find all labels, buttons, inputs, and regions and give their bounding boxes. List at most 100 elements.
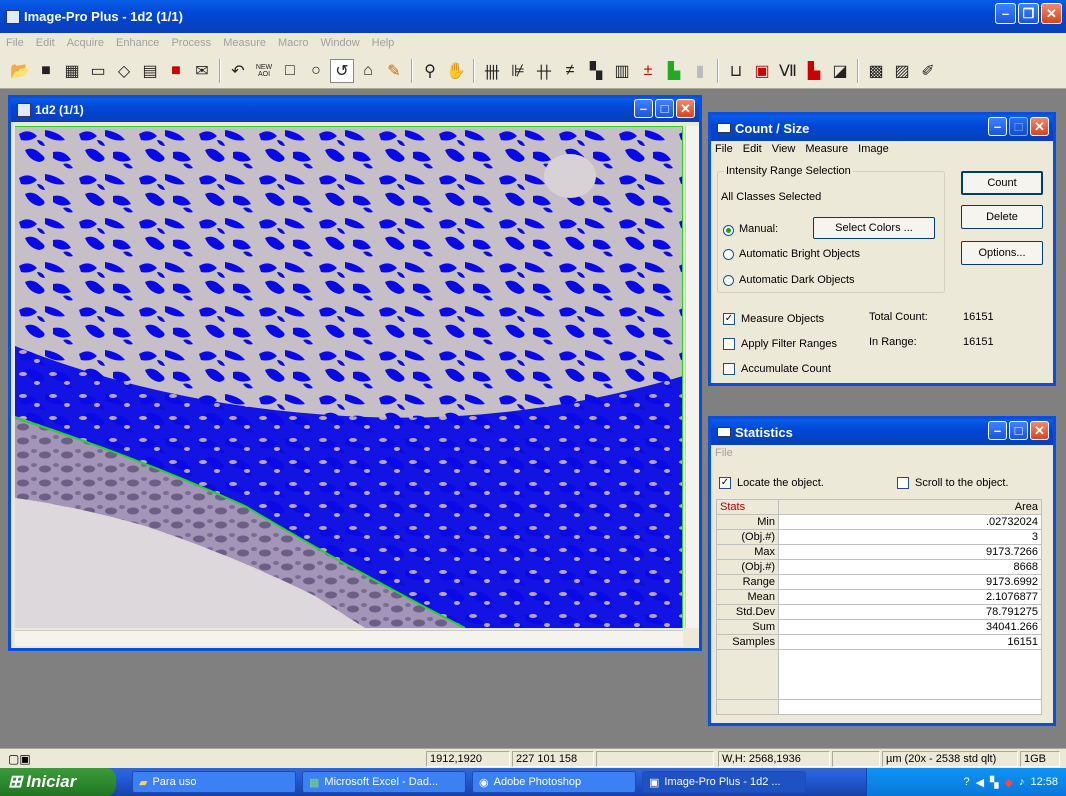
statistics-title-bar[interactable]: Statistics – □ ✕ (711, 419, 1053, 445)
scroll-object-checkbox[interactable] (897, 477, 909, 489)
count-size-menu-edit[interactable]: Edit (742, 143, 762, 155)
bars-icon[interactable]: ▮ (695, 62, 705, 80)
options-button[interactable]: Options... (961, 241, 1043, 265)
stats-column-header[interactable]: Stats (716, 499, 779, 515)
statistics-close-button[interactable]: ✕ (1030, 421, 1049, 440)
book-icon[interactable]: ■ (171, 61, 181, 79)
clock[interactable]: 12:58 (1030, 776, 1058, 788)
pencil-icon[interactable]: ✎ (387, 62, 401, 80)
manual-radio[interactable] (723, 225, 734, 236)
status-view-icons[interactable]: ▢▣ (8, 752, 31, 766)
image-window[interactable]: 1d2 (1/1) – □ ✕ (8, 95, 702, 651)
auto-bright-radio[interactable] (723, 249, 734, 260)
auto-dark-radio[interactable] (723, 275, 734, 286)
statistics-maximize-button[interactable]: □ (1009, 421, 1028, 440)
align-icon[interactable]: ≠ (565, 61, 575, 79)
app-title-bar[interactable]: Image-Pro Plus - 1d2 (1/1) – ❐ ✕ (0, 0, 1066, 33)
task-excel[interactable]: ▦ Microsoft Excel - Dad... (302, 771, 466, 793)
statistics-dialog[interactable]: Statistics – □ ✕ File ✓ Locate the objec… (708, 416, 1056, 726)
rectangle-aoi-icon[interactable]: □ (285, 61, 295, 79)
volume-tray-icon[interactable]: ♪ (1018, 776, 1025, 788)
image-maximize-button[interactable]: □ (655, 99, 674, 118)
count-size-menu-image[interactable]: Image (858, 143, 889, 155)
count-size-maximize-button[interactable]: □ (1009, 117, 1028, 136)
statistics-table[interactable]: Stats Area Min .02732024 (Obj.#) 3 Max 9173… (716, 499, 1042, 715)
undo-icon[interactable]: ↶ (231, 62, 245, 80)
micrograph-canvas[interactable] (15, 126, 683, 628)
graph-icon[interactable]: ▙ (807, 62, 821, 80)
menu-acquire[interactable]: Acquire (66, 37, 104, 49)
table-row[interactable]: Max 9173.7266 (716, 544, 1042, 560)
accumulate-count-checkbox[interactable] (723, 363, 735, 375)
save-icon[interactable]: ■ (41, 61, 51, 79)
count-size-close-button[interactable]: ✕ (1030, 117, 1049, 136)
menu-macro[interactable]: Macro (277, 37, 309, 49)
bitmap-icon[interactable]: 卄 (535, 64, 552, 82)
menu-window[interactable]: Window (320, 37, 360, 49)
image-minimize-button[interactable]: – (634, 99, 653, 118)
minimize-button[interactable]: – (995, 3, 1016, 24)
menu-enhance[interactable]: Enhance (116, 37, 160, 49)
count-size-menu-view[interactable]: View (771, 143, 796, 155)
edit-macro-icon[interactable]: ▨ (894, 62, 910, 80)
profile-icon[interactable]: ⊯ (511, 62, 525, 80)
menu-edit[interactable]: Edit (35, 37, 55, 49)
red-chart-icon[interactable]: Ⅶ (779, 62, 797, 80)
menu-file[interactable]: File (6, 37, 24, 49)
menu-measure[interactable]: Measure (223, 37, 266, 49)
count-size-minimize-button[interactable]: – (988, 117, 1007, 136)
open-icon[interactable]: 📂 (10, 62, 30, 80)
security-tray-icon[interactable]: ◆ (1004, 776, 1013, 789)
count-button[interactable]: Count (961, 171, 1043, 195)
task-photoshop[interactable]: ◉ Adobe Photoshop (472, 771, 636, 793)
task-para-uso[interactable]: ▰ Para uso (132, 771, 296, 793)
printer-icon[interactable]: ▤ (142, 62, 158, 80)
statistics-minimize-button[interactable]: – (988, 421, 1007, 440)
zoom-icon[interactable]: ⚲ (424, 62, 436, 80)
image-window-title-bar[interactable]: 1d2 (1/1) – □ ✕ (11, 98, 699, 122)
calibration-icon[interactable]: ± (643, 61, 653, 79)
ellipse-aoi-icon[interactable]: ○ (311, 61, 321, 79)
macro-icon[interactable]: ▩ (868, 62, 884, 80)
envelope-icon[interactable]: ✉ (195, 62, 209, 80)
irregular-aoi-icon[interactable]: ↺ (330, 58, 354, 83)
table-row[interactable]: Min .02732024 (716, 514, 1042, 530)
colors-icon[interactable]: ▙ (667, 62, 681, 80)
image-close-button[interactable]: ✕ (676, 99, 695, 118)
menu-help[interactable]: Help (371, 37, 395, 49)
grid-icon[interactable]: ▦ (64, 62, 80, 80)
count-size-title-bar[interactable]: Count / Size – □ ✕ (711, 115, 1053, 141)
delete-button[interactable]: Delete (961, 205, 1043, 229)
count-size-menu-measure[interactable]: Measure (805, 143, 849, 155)
apply-filter-checkbox[interactable] (723, 338, 735, 350)
table-row[interactable]: Std.Dev 78.791275 (716, 604, 1042, 620)
task-image-pro[interactable]: ▣ Image-Pro Plus - 1d2 ... (642, 771, 806, 793)
table-row[interactable]: Sum 34041.266 (716, 619, 1042, 635)
line-profile-icon[interactable]: ⊔ (729, 62, 743, 80)
grid-mask-icon[interactable]: ▥ (614, 62, 630, 80)
count-size-menu-file[interactable]: File (715, 143, 733, 155)
arrow-tray-icon[interactable]: ◀ (975, 776, 985, 789)
network-tray-icon[interactable]: ▚ (990, 776, 999, 789)
table-row[interactable]: Samples 16151 (716, 634, 1042, 650)
table-row[interactable]: Range 9173.6992 (716, 574, 1042, 590)
histogram-icon[interactable]: 卌 (483, 64, 500, 82)
close-button[interactable]: ✕ (1041, 3, 1062, 24)
new-aoi-icon[interactable]: NEW AOI (255, 63, 273, 78)
print-icon[interactable]: ◇ (117, 62, 131, 80)
statistics-menu-file[interactable]: File (715, 447, 733, 459)
table-row[interactable]: (Obj.#) 8668 (716, 559, 1042, 575)
count-size-dialog[interactable]: Count / Size – □ ✕ File Edit View Measur… (708, 112, 1056, 386)
filter-icon[interactable]: ◪ (832, 62, 848, 80)
locate-object-checkbox[interactable]: ✓ (719, 477, 731, 489)
select-colors-button[interactable]: Select Colors ... (813, 217, 935, 239)
menu-process[interactable]: Process (171, 37, 212, 49)
image-vertical-scrollbar[interactable] (685, 126, 699, 628)
script-icon[interactable]: ✐ (921, 62, 935, 80)
table-row[interactable]: Mean 2.1076877 (716, 589, 1042, 605)
start-button[interactable]: ⊞ Iniciar (0, 768, 116, 796)
magic-wand-icon[interactable]: ⌂ (363, 61, 373, 79)
count-icon[interactable]: ▚ (589, 62, 603, 80)
help-tray-icon[interactable]: ? (963, 776, 970, 788)
camera-icon[interactable]: ▭ (90, 62, 106, 80)
